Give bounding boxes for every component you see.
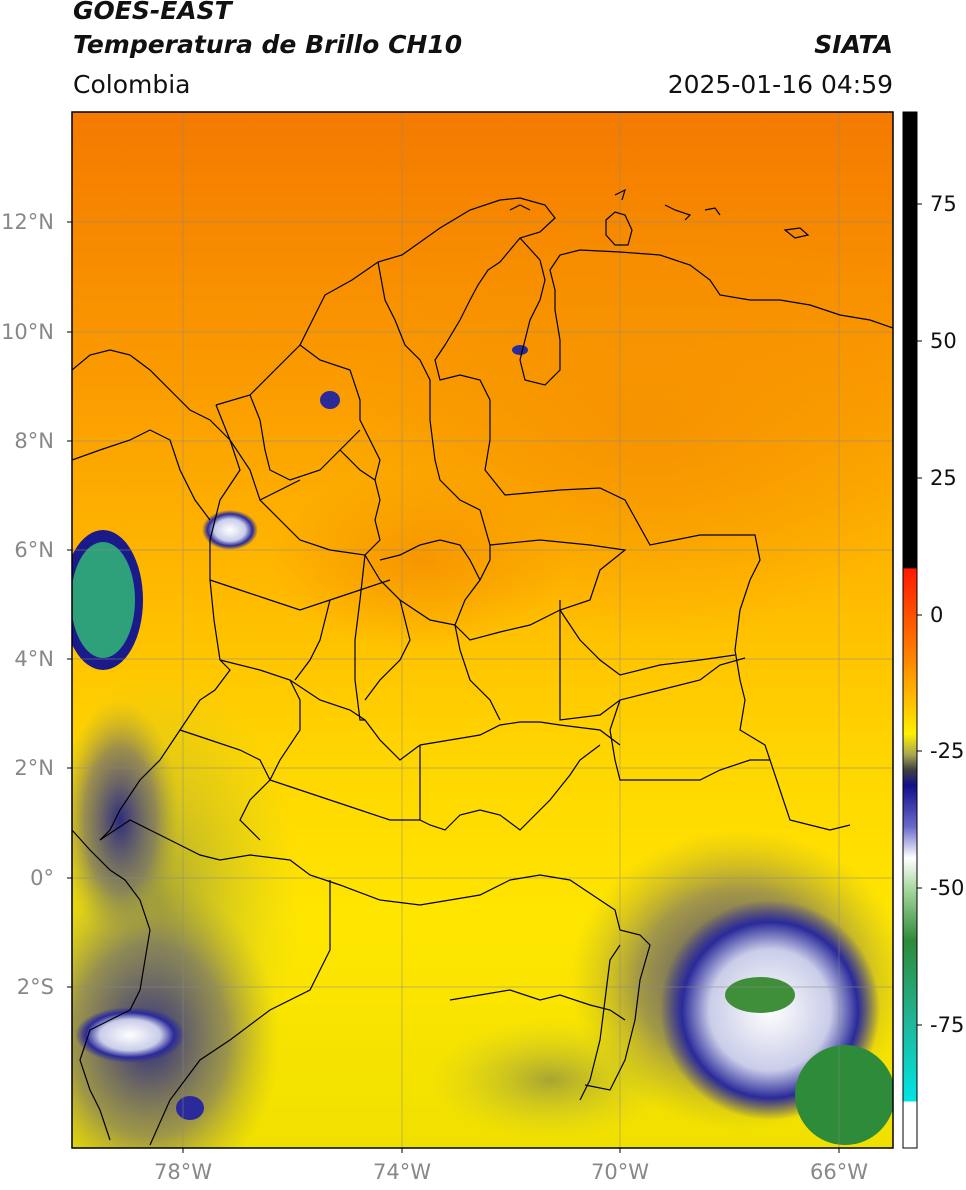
product-title: Temperatura de Brillo CH10 [73, 30, 463, 59]
border-inner-9 [219, 659, 421, 761]
border-inner-18 [379, 539, 481, 581]
border-inner-15 [294, 599, 331, 681]
border-inner-12 [354, 554, 366, 721]
islands-5 [614, 188, 626, 201]
border-inner-7 [229, 439, 456, 626]
cold-top-green-southeast [795, 1045, 893, 1145]
border-inner-14 [454, 624, 501, 721]
lon-tick-label: 70°W [591, 1160, 649, 1184]
border-inner-3 [609, 699, 770, 781]
border-inner-5 [249, 394, 361, 481]
isla-margarita [605, 211, 633, 246]
lon-tick-label: 78°W [154, 1160, 212, 1184]
panama-south [72, 429, 211, 521]
panama-coast [72, 349, 231, 441]
venezuela-brazil-border [559, 600, 746, 721]
colorbar-tick-label: -25 [930, 739, 965, 763]
agency-label: SIATA [814, 30, 893, 59]
border-inner-4 [299, 344, 381, 556]
border-inner-6 [377, 261, 491, 546]
lat-tick-label: 0° [30, 866, 54, 890]
border-south [99, 819, 651, 1091]
colorbar-frame [902, 111, 918, 1149]
border-inner-8 [209, 579, 391, 611]
colorbar-tick-label: -50 [930, 876, 965, 900]
border-inner-11 [269, 679, 420, 821]
graticule [72, 112, 893, 1148]
border-inner-2 [559, 609, 736, 676]
border-inner-17 [339, 449, 376, 481]
convective-cloud-west [75, 1007, 185, 1063]
islands-1 [664, 204, 692, 221]
lat-tick-label: 10°N [1, 320, 54, 344]
border-inner-13 [364, 599, 411, 701]
islands-3 [783, 227, 810, 239]
lat-tick-label: 2°S [16, 975, 54, 999]
colorbar-tick-label: 0 [930, 603, 944, 627]
colorbar-tick-label: 50 [930, 329, 957, 353]
border-inner-10 [179, 729, 271, 841]
lon-tick-label: 74°W [373, 1160, 431, 1184]
boundaries [72, 188, 893, 1146]
lat-tick-label: 6°N [14, 538, 54, 562]
border-ecuador-peru [149, 880, 331, 1146]
lat-tick-label: 12°N [1, 210, 54, 234]
cold-top-green [725, 977, 795, 1013]
region-label: Colombia [73, 70, 191, 99]
ecuador-coast [72, 829, 151, 1141]
colorbar-tick-label: 75 [930, 192, 957, 216]
venezuela-coast [519, 237, 893, 386]
colorbar-tick-label: 25 [930, 466, 957, 490]
colorbar-ticks [917, 203, 922, 1026]
satellite-title: GOES-EAST [73, 0, 232, 25]
map-frame [71, 111, 894, 1149]
colombia-pacific-coast [99, 404, 241, 841]
border-inner-16 [259, 479, 301, 501]
border-leticia [419, 744, 601, 831]
axis-ticks [67, 221, 840, 1153]
lat-tick-label: 4°N [14, 647, 54, 671]
islands-2 [704, 207, 721, 216]
lat-tick-label: 8°N [14, 429, 54, 453]
colorbar-tick-label: -75 [930, 1013, 965, 1037]
colombia-coastline [215, 197, 851, 831]
lon-tick-label: 66°W [810, 1160, 868, 1184]
timestamp-label: 2025-01-16 04:59 [667, 70, 893, 99]
colorbar [903, 112, 917, 1148]
cold-top-pacific [72, 542, 135, 658]
border-brazil [579, 944, 621, 1101]
lat-tick-label: 2°N [14, 756, 54, 780]
islands-4 [509, 204, 531, 211]
border-peru [449, 989, 626, 1021]
border-amazonas [419, 721, 621, 746]
border-inner-1 [454, 539, 627, 641]
